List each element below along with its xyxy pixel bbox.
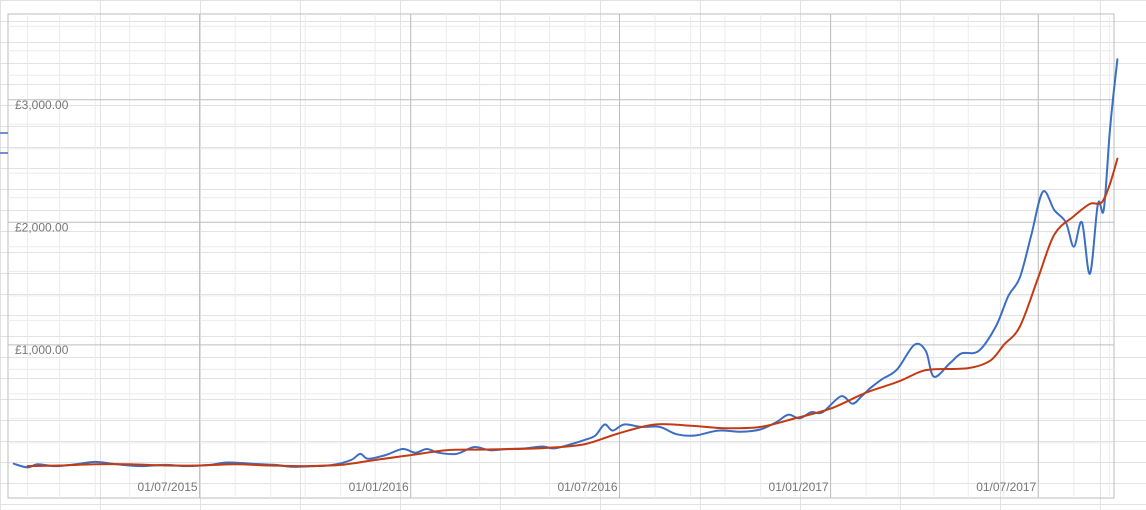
x-tick-label: 01/01/2016 (349, 480, 409, 494)
x-tick-label: 01/07/2017 (976, 480, 1036, 494)
y-axis: £1,000.00 £2,000.00 £3,000.00 (15, 98, 69, 357)
y-tick-label: £2,000.00 (15, 220, 69, 234)
plot-area-frame (7, 13, 1115, 499)
x-tick-label: 01/07/2015 (138, 480, 198, 494)
x-tick-label: 01/01/2017 (769, 480, 829, 494)
x-axis: 01/07/2015 01/01/2016 01/07/2016 01/01/2017… (138, 480, 1037, 494)
y-tick-label: £3,000.00 (15, 98, 69, 112)
major-gridlines (8, 14, 1114, 498)
series-lines (12, 58, 1119, 469)
y-tick-label: £1,000.00 (15, 343, 69, 357)
minor-gridlines (8, 14, 1114, 498)
series-line-red (26, 157, 1119, 468)
series-line-blue (12, 58, 1119, 469)
x-tick-label: 01/07/2016 (557, 480, 617, 494)
